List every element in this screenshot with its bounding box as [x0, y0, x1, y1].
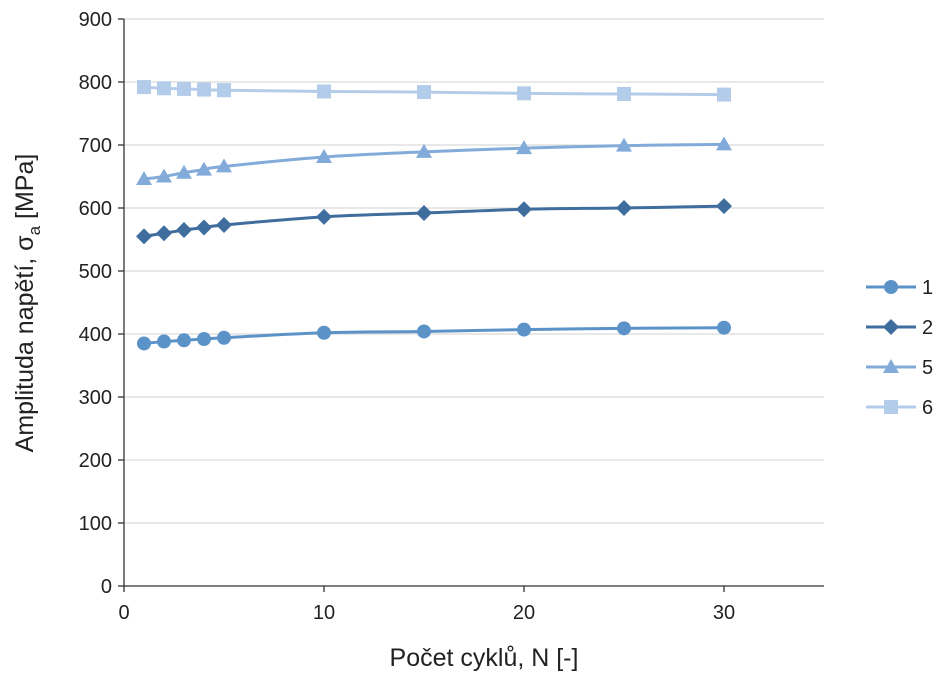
data-point-6-20	[517, 86, 531, 101]
series-6	[137, 80, 731, 102]
legend-label-1: 1	[922, 277, 933, 299]
tick-labels: 0 100 200 300 400 500 600 700 800 900 0 10 20 30	[79, 9, 736, 624]
data-point-6-25	[617, 86, 631, 101]
gridlines	[124, 18, 824, 524]
y-tick-label-700: 700	[79, 135, 112, 157]
data-point-5-20	[516, 140, 532, 155]
data-point-5-3	[176, 164, 192, 179]
y-axis-title-subscript: a	[25, 225, 44, 235]
data-point-2-5	[216, 217, 232, 234]
data-point-2-25	[616, 200, 632, 216]
data-point-1-2	[157, 334, 171, 349]
y-tick-label-200: 200	[79, 450, 112, 472]
y-tick-label-300: 300	[79, 387, 112, 409]
data-point-2-20	[516, 201, 532, 218]
data-point-2-1	[136, 228, 152, 245]
series-line-2	[143, 204, 725, 238]
series-group	[136, 80, 732, 351]
data-point-6-15	[417, 85, 431, 100]
series-5	[136, 136, 732, 186]
data-point-5-25	[616, 137, 632, 152]
y-tick-label-400: 400	[79, 324, 112, 346]
legend-item-2: 2	[866, 317, 933, 339]
data-point-1-1	[137, 336, 151, 351]
x-tick-label-20: 20	[513, 602, 535, 624]
series-line-1	[143, 326, 725, 345]
series-1	[137, 320, 731, 351]
y-tick-label-900: 900	[79, 9, 112, 31]
axes	[118, 18, 824, 592]
y-axis-title-unit: [MPa]	[11, 154, 39, 226]
series-line-5	[143, 142, 725, 181]
y-tick-label-100: 100	[79, 513, 112, 535]
y-axis-title-main: Amplituda napětí, σ	[11, 235, 39, 453]
y-axis-title: Amplituda napětí, σa [MPa]	[11, 154, 44, 453]
x-tick-label-0: 0	[118, 602, 129, 624]
data-point-2-2	[156, 225, 172, 242]
legend-label-6: 6	[922, 397, 933, 419]
legend-marker-6	[884, 400, 898, 414]
legend-marker-5	[883, 359, 899, 373]
data-point-5-5	[216, 158, 232, 173]
data-point-5-10	[316, 148, 332, 163]
data-point-1-10	[317, 325, 331, 340]
data-point-6-5	[217, 83, 231, 98]
data-point-1-4	[197, 332, 211, 347]
y-tick-label-800: 800	[79, 72, 112, 94]
y-tick-label-600: 600	[79, 198, 112, 220]
legend-item-6: 6	[866, 397, 933, 419]
legend-marker-1	[884, 280, 898, 294]
data-point-5-4	[196, 161, 212, 176]
legend-item-5: 5	[866, 357, 933, 379]
data-point-2-30	[716, 198, 732, 215]
data-point-6-1	[137, 80, 151, 95]
legend-marker-2	[883, 319, 899, 335]
legend: 1 2 5 6	[866, 277, 933, 419]
data-point-1-25	[617, 321, 631, 336]
data-point-6-4	[197, 82, 211, 97]
y-tick-label-0: 0	[101, 576, 112, 598]
data-point-5-2	[156, 168, 172, 183]
data-point-6-10	[317, 84, 331, 99]
data-point-1-15	[417, 324, 431, 339]
data-point-2-4	[196, 219, 212, 236]
y-tick-label-500: 500	[79, 261, 112, 283]
data-point-6-30	[717, 87, 731, 102]
legend-label-5: 5	[922, 357, 933, 379]
data-point-2-3	[176, 222, 192, 239]
data-point-1-5	[217, 330, 231, 345]
data-point-2-10	[316, 208, 332, 225]
data-point-5-15	[416, 143, 432, 158]
data-point-5-30	[716, 136, 732, 151]
legend-label-2: 2	[922, 317, 933, 339]
x-tick-label-10: 10	[313, 602, 335, 624]
x-tick-label-30: 30	[713, 602, 735, 624]
data-point-2-15	[416, 205, 432, 222]
data-point-1-30	[717, 320, 731, 335]
data-point-6-3	[177, 81, 191, 96]
data-point-1-20	[517, 322, 531, 337]
data-point-1-3	[177, 333, 191, 348]
legend-item-1: 1	[866, 277, 933, 299]
data-point-6-2	[157, 81, 171, 96]
series-2	[136, 198, 732, 245]
data-point-5-1	[136, 171, 152, 186]
x-axis-title: Počet cyklů, N [-]	[390, 644, 579, 672]
